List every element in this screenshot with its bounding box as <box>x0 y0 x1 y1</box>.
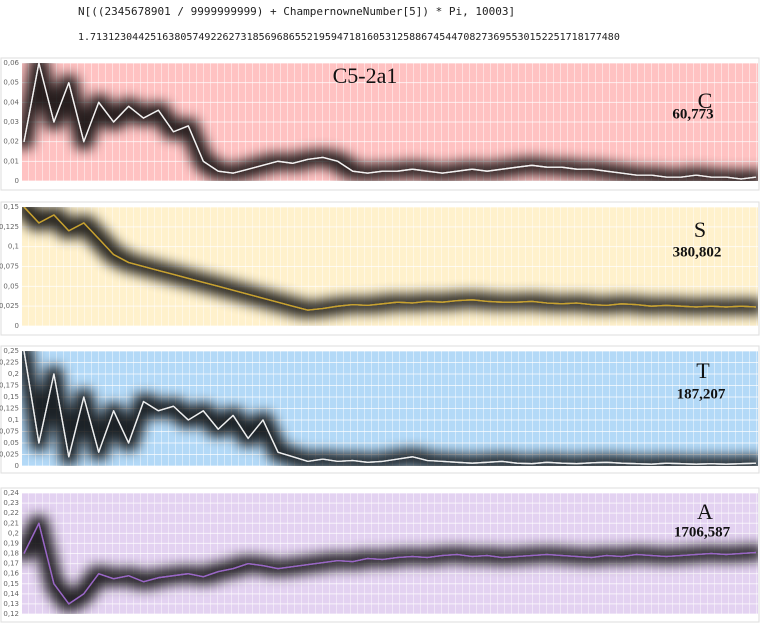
y-tick-label: 0,04 <box>3 98 19 106</box>
y-tick-label: 0,2 <box>8 529 19 537</box>
y-tick-label: 0,125 <box>0 223 19 231</box>
y-tick-label: 0,15 <box>3 393 19 401</box>
series-line <box>23 63 757 180</box>
chart-title: C5-2a1 <box>333 63 398 88</box>
letter-label: T <box>696 358 710 383</box>
y-tick-label: 0,175 <box>0 382 19 390</box>
y-tick-label: 0,19 <box>3 539 19 547</box>
y-tick-label: 0,15 <box>3 580 19 588</box>
y-tick-label: 0,16 <box>3 570 19 578</box>
y-tick-label: 0,1 <box>8 243 19 251</box>
count-label: 380,802 <box>673 244 722 260</box>
y-tick-label: 0,24 <box>3 489 19 497</box>
letter-label: C <box>698 88 713 113</box>
y-tick-label: 0,21 <box>3 519 19 527</box>
y-tick-label: 0,05 <box>3 439 19 447</box>
y-tick-label: 0,01 <box>3 157 19 165</box>
y-tick-label: 0,13 <box>3 600 19 608</box>
series-line <box>23 207 757 311</box>
count-label: 60,773 <box>672 106 713 122</box>
output-line: 1.71312304425163805749226273185696865521… <box>78 32 620 43</box>
y-tick-label: 0,02 <box>3 138 19 146</box>
y-tick-label: 0,1 <box>8 416 19 424</box>
series-line <box>23 351 757 465</box>
y-tick-label: 0 <box>15 462 19 470</box>
y-tick-label: 0,2 <box>8 370 19 378</box>
y-tick-label: 0,125 <box>0 405 19 413</box>
y-tick-label: 0,075 <box>0 263 19 271</box>
y-tick-label: 0,03 <box>3 118 19 126</box>
y-tick-label: 0,18 <box>3 550 19 558</box>
y-tick-label: 0,05 <box>3 79 19 87</box>
y-tick-label: 0,22 <box>3 509 19 517</box>
y-tick-label: 0,05 <box>3 282 19 290</box>
letter-label: A <box>697 499 713 524</box>
count-label: 187,207 <box>677 386 726 402</box>
y-tick-label: 0 <box>15 322 19 330</box>
y-tick-label: 0,225 <box>0 359 19 367</box>
y-tick-label: 0,17 <box>3 560 19 568</box>
y-tick-label: 0,14 <box>3 590 19 598</box>
y-tick-label: 0,075 <box>0 428 19 436</box>
y-tick-label: 0,25 <box>3 347 19 355</box>
y-tick-label: 0,025 <box>0 302 19 310</box>
y-tick-label: 0 <box>15 177 19 185</box>
y-tick-label: 0,025 <box>0 451 19 459</box>
y-tick-label: 0,12 <box>3 610 19 618</box>
input-line: N[((2345678901 / 9999999999) + Champerno… <box>78 5 515 18</box>
count-label: 1706,587 <box>674 524 731 540</box>
y-tick-label: 0,06 <box>3 59 19 67</box>
y-tick-label: 0,23 <box>3 499 19 507</box>
y-tick-label: 0,15 <box>3 203 19 211</box>
letter-label: S <box>694 217 706 242</box>
series-line <box>23 522 757 605</box>
